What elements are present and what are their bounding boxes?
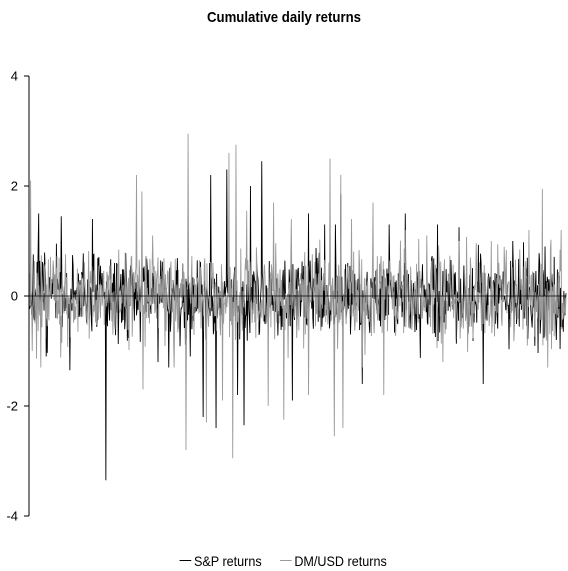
legend: S&P returns DM/USD returns [0, 548, 568, 569]
legend-swatch-sp [179, 560, 192, 561]
y-tick-label: -4 [6, 509, 18, 524]
chart-title: Cumulative daily returns [206, 9, 362, 26]
series-line-sp-returns [28, 161, 567, 481]
y-tick-label: 4 [11, 69, 18, 84]
series-layer [28, 133, 567, 481]
legend-swatch-dmusd [280, 560, 292, 561]
legend-label-dmusd: DM/USD returns [294, 552, 387, 569]
series-line-dmusd-returns [28, 133, 567, 459]
y-tick-label: 2 [11, 179, 18, 194]
y-tick-label: 0 [11, 289, 18, 304]
y-tick-label: -2 [6, 399, 18, 414]
legend-entry-dmusd: DM/USD returns [280, 553, 387, 569]
y-ticks: 4 2 0 -2 -4 [6, 69, 29, 524]
legend-label-sp: S&P returns [194, 552, 262, 569]
legend-entry-sp: S&P returns [179, 552, 262, 569]
